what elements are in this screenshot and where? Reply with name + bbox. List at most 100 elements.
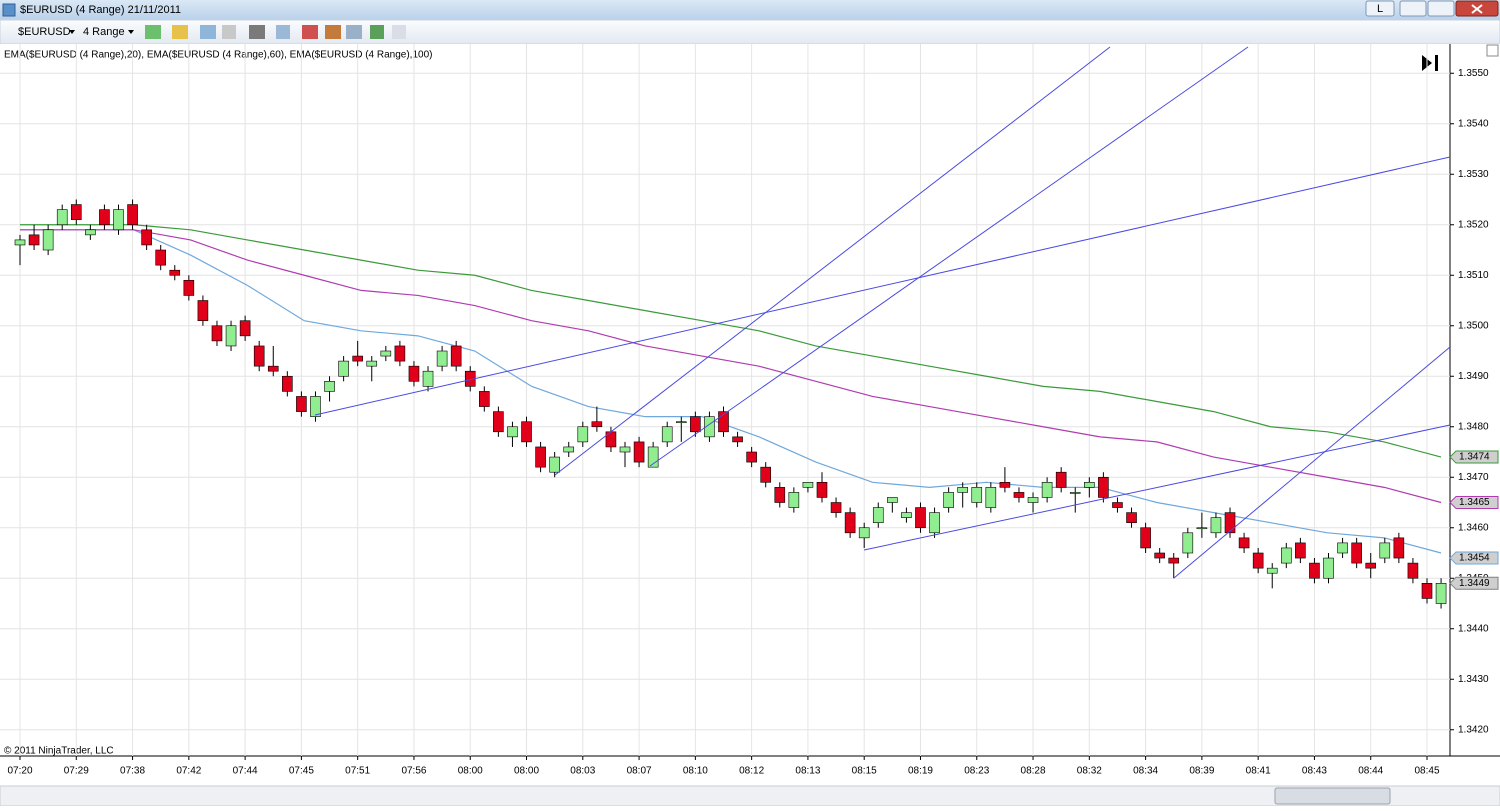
bar-type-icon[interactable] bbox=[145, 25, 161, 39]
indicator-icon[interactable] bbox=[302, 25, 318, 39]
x-tick-label: 08:45 bbox=[1414, 766, 1439, 777]
candle-body bbox=[1323, 557, 1334, 579]
instrument-selector[interactable]: $EURUSD bbox=[18, 26, 71, 38]
candle-body bbox=[42, 229, 54, 251]
y-tick-label: 1.3420 bbox=[1458, 724, 1489, 735]
candle-body bbox=[99, 209, 110, 226]
window-title: $EURUSD (4 Range) 21/11/2011 bbox=[20, 4, 181, 16]
x-tick-label: 08:00 bbox=[458, 766, 483, 777]
scroll-thumb[interactable] bbox=[1274, 787, 1391, 805]
candle-body bbox=[957, 487, 968, 493]
candle-body bbox=[591, 421, 603, 428]
candle-body bbox=[296, 396, 307, 412]
x-tick-label: 07:38 bbox=[120, 766, 145, 777]
x-tick-label: 08:32 bbox=[1077, 766, 1102, 777]
candle-body bbox=[225, 325, 237, 347]
candle-body bbox=[1351, 542, 1362, 564]
candle-body bbox=[324, 381, 335, 392]
price-marker bbox=[1449, 576, 1499, 590]
chart-icon[interactable] bbox=[346, 25, 362, 39]
x-tick-label: 08:23 bbox=[964, 766, 989, 777]
candle-body bbox=[858, 527, 870, 539]
candle-body bbox=[1055, 471, 1067, 488]
candle-body bbox=[633, 441, 645, 463]
candle-body bbox=[1013, 492, 1025, 498]
candle-body bbox=[971, 487, 983, 503]
crosshair-icon[interactable] bbox=[249, 25, 265, 39]
minimize-button[interactable] bbox=[1399, 0, 1427, 17]
draw-icon[interactable] bbox=[172, 25, 188, 39]
tool-icon[interactable] bbox=[200, 25, 216, 39]
candle-body bbox=[56, 209, 68, 226]
candle-body bbox=[802, 482, 814, 488]
candle-body bbox=[366, 360, 378, 367]
y-tick-label: 1.3470 bbox=[1458, 472, 1489, 483]
x-tick-label: 08:07 bbox=[627, 766, 652, 777]
dropdown-arrow bbox=[69, 30, 75, 34]
candle-body bbox=[647, 446, 659, 468]
x-tick-label: 07:20 bbox=[7, 766, 32, 777]
candle-body bbox=[1337, 542, 1348, 554]
candle-body bbox=[830, 502, 842, 513]
candle-body bbox=[675, 421, 687, 424]
link-button[interactable] bbox=[1365, 0, 1395, 17]
candle-body bbox=[661, 426, 673, 443]
candle-body bbox=[14, 239, 26, 246]
candle-body bbox=[352, 355, 363, 362]
tool-icon[interactable] bbox=[222, 25, 236, 39]
scroll-to-end[interactable] bbox=[1422, 55, 1438, 71]
strategy-icon[interactable] bbox=[325, 25, 341, 39]
candle-body bbox=[1126, 512, 1137, 524]
candle-body bbox=[141, 229, 152, 246]
candle-body bbox=[310, 396, 321, 417]
y-tick-label: 1.3440 bbox=[1458, 623, 1489, 634]
price-marker-label: 1.3465 bbox=[1459, 497, 1490, 508]
candle-body bbox=[887, 497, 898, 503]
period-selector[interactable]: 4 Range bbox=[83, 26, 125, 38]
candle-body bbox=[746, 451, 757, 463]
candle-body bbox=[535, 446, 546, 468]
candle-body bbox=[929, 512, 940, 534]
x-tick-label: 07:42 bbox=[176, 766, 201, 777]
x-tick-label: 08:10 bbox=[683, 766, 708, 777]
candle-body bbox=[760, 466, 772, 483]
candle-body bbox=[816, 482, 828, 498]
price-marker bbox=[1449, 496, 1499, 510]
candle-body bbox=[1196, 527, 1208, 530]
x-tick-label: 08:43 bbox=[1302, 766, 1327, 777]
properties-icon[interactable] bbox=[392, 25, 406, 39]
dollar-icon[interactable] bbox=[370, 25, 384, 39]
candle-body bbox=[1379, 542, 1391, 559]
candle-body bbox=[1435, 583, 1447, 604]
candle-body bbox=[197, 300, 209, 322]
candle-body bbox=[155, 249, 166, 266]
x-tick-label: 07:29 bbox=[64, 766, 89, 777]
format-button[interactable] bbox=[1486, 44, 1499, 57]
candle-body bbox=[788, 492, 800, 508]
candle-body bbox=[85, 229, 96, 236]
maximize-button[interactable] bbox=[1427, 0, 1455, 17]
price-marker bbox=[1449, 450, 1499, 464]
candle-body bbox=[28, 234, 40, 246]
chart-area bbox=[0, 44, 1500, 786]
candle-body bbox=[1210, 517, 1222, 534]
indicator-label: EMA($EURUSD (4 Range),20), EMA($EURUSD (… bbox=[4, 50, 432, 61]
y-tick-label: 1.3520 bbox=[1458, 219, 1489, 230]
ema-line bbox=[20, 229, 1442, 504]
candle-body bbox=[408, 365, 420, 382]
x-tick-label: 08:03 bbox=[570, 766, 595, 777]
y-tick-label: 1.3480 bbox=[1458, 421, 1489, 432]
y-tick-label: 1.3550 bbox=[1458, 68, 1489, 79]
zoom-icon[interactable] bbox=[276, 25, 290, 39]
candle-body bbox=[1295, 542, 1306, 559]
candle-body bbox=[394, 345, 406, 362]
candle-body bbox=[1027, 497, 1039, 503]
candle-body bbox=[718, 411, 729, 433]
ema-line bbox=[20, 229, 1442, 554]
candle-body bbox=[282, 375, 293, 392]
candle-body bbox=[901, 512, 912, 518]
candle-body bbox=[521, 421, 532, 443]
candle-body bbox=[943, 492, 954, 508]
candle-body bbox=[1098, 476, 1109, 498]
